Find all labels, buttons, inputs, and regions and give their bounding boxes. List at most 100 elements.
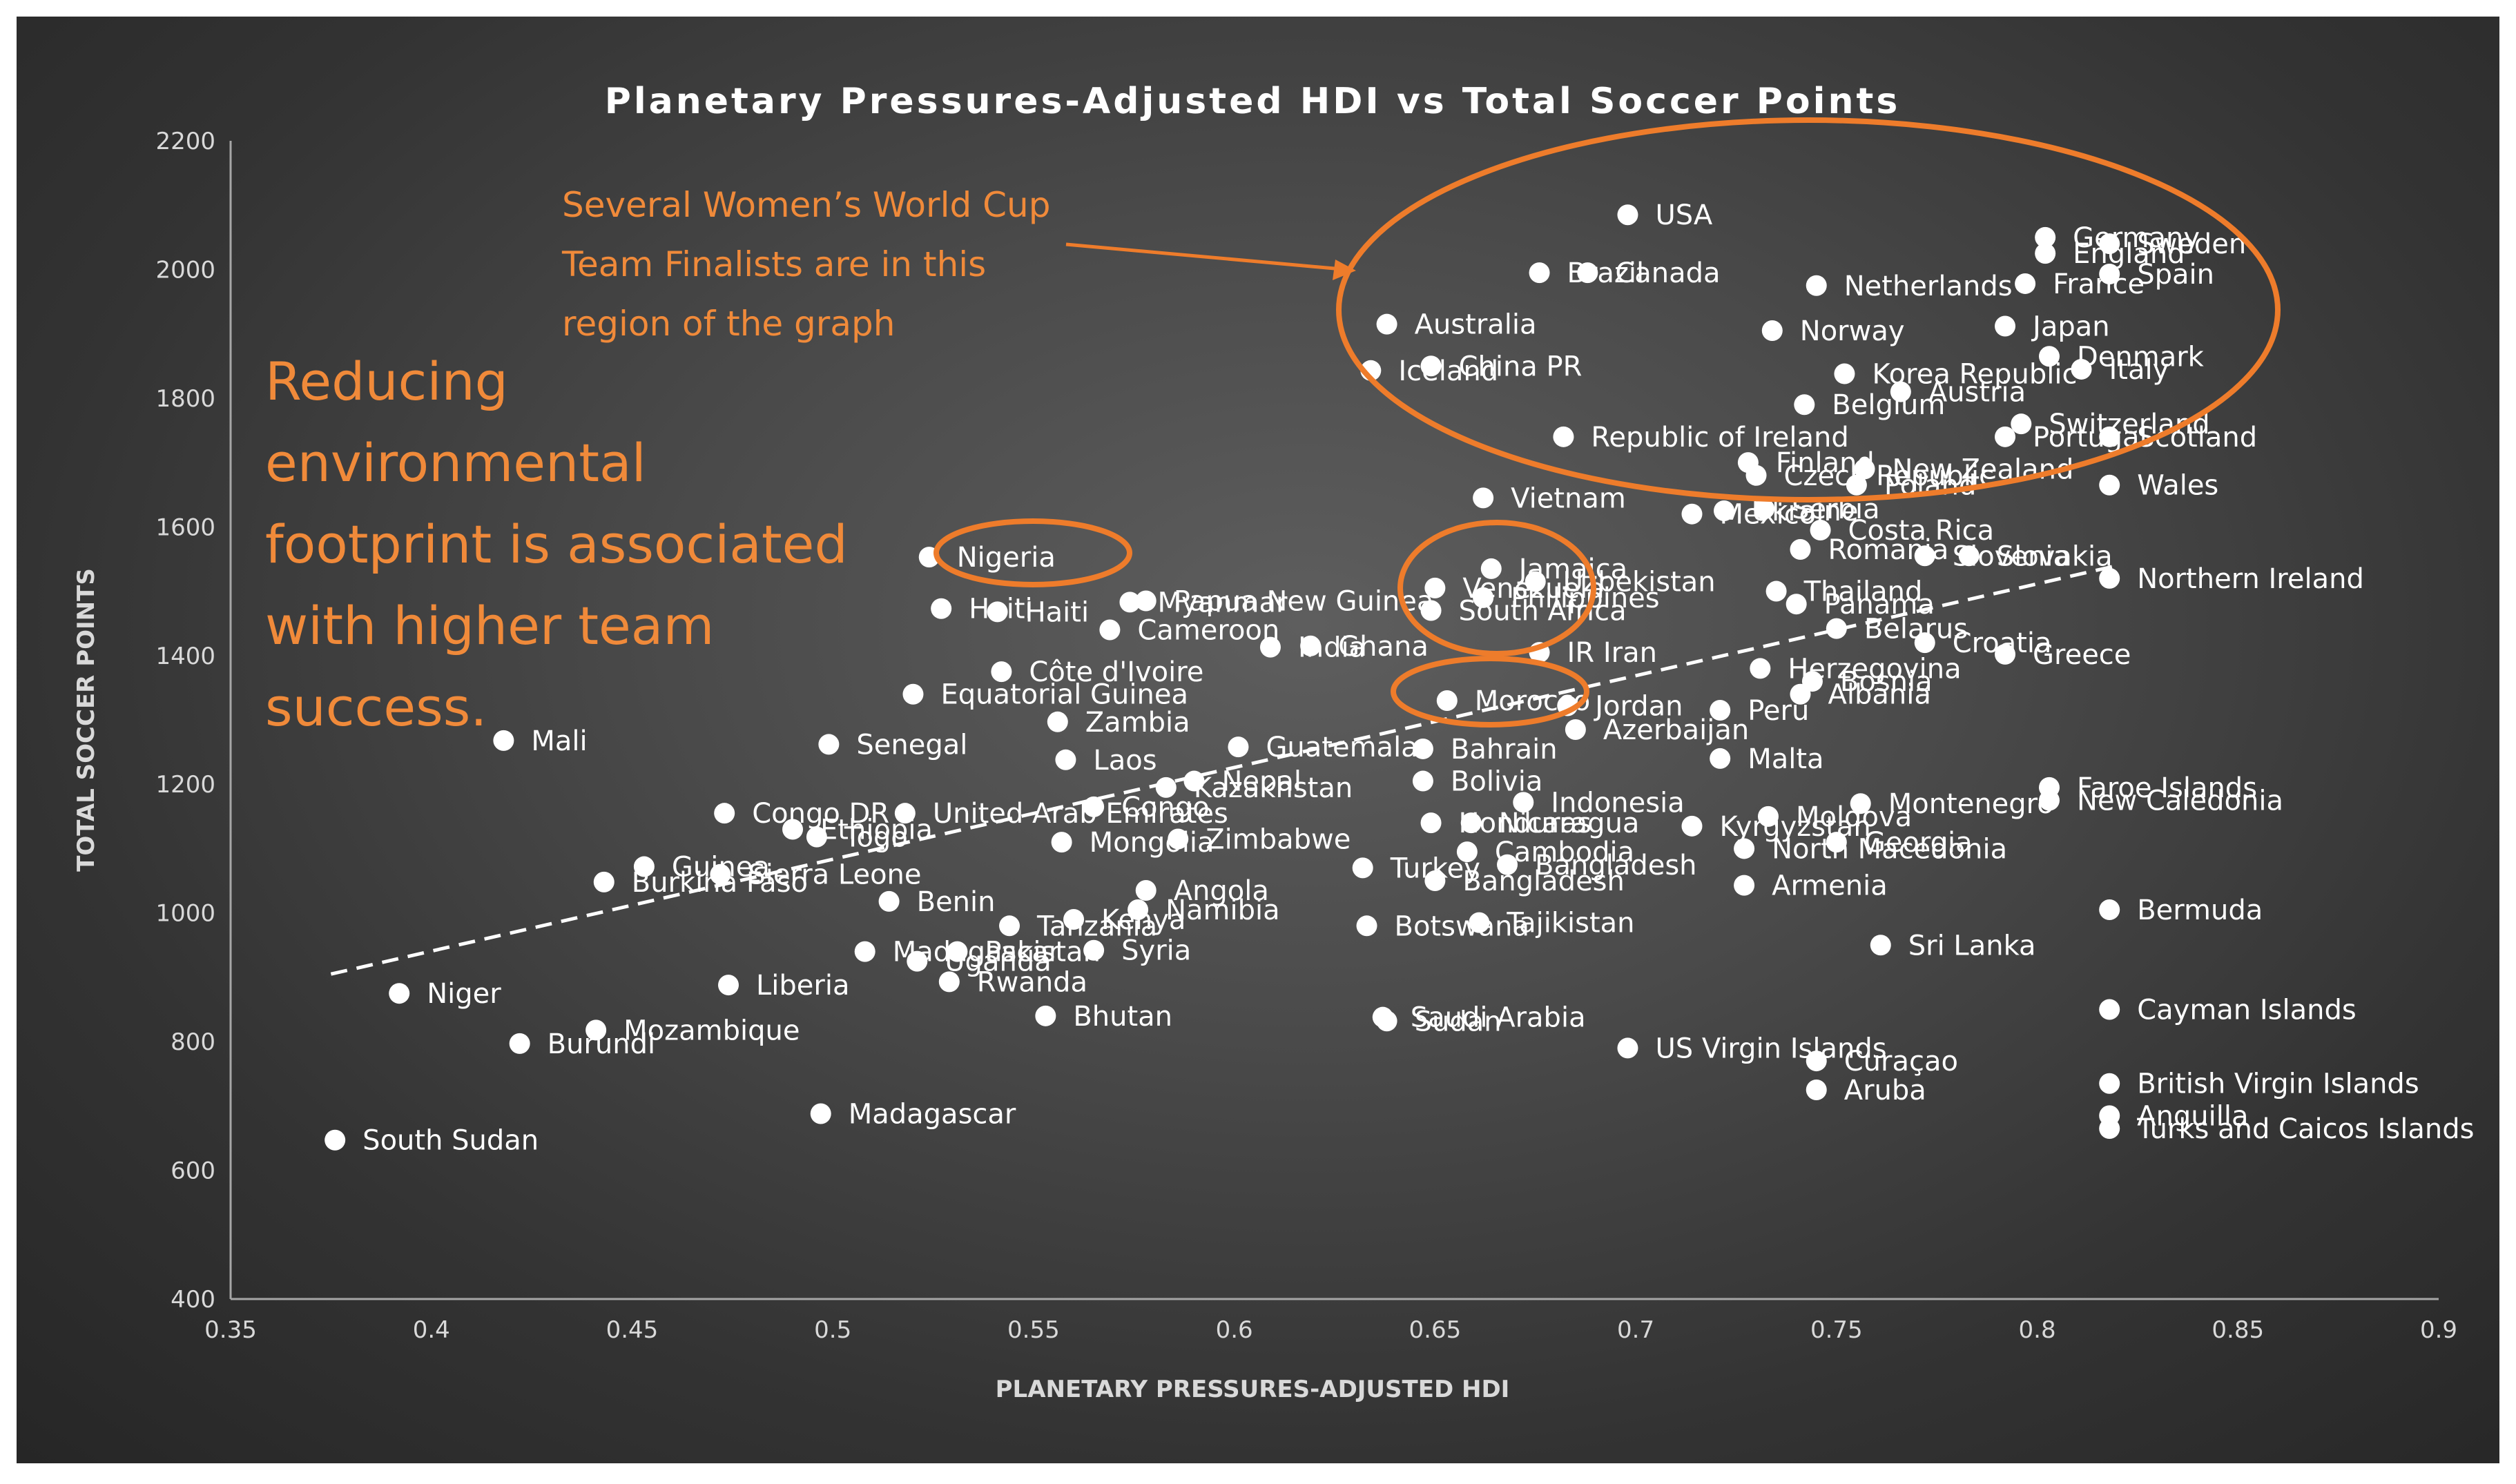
data-point-label: IR Iran [1567, 637, 1657, 669]
data-point-label: Mongolia [1090, 827, 1215, 859]
data-point-label: Papua New Guinea [1174, 586, 1434, 618]
data-point [1529, 262, 1550, 284]
data-point-label: Belgium [1832, 389, 1945, 421]
data-point [1806, 275, 1827, 296]
data-point [1047, 711, 1068, 732]
x-tick-label: 0.9 [2420, 1316, 2457, 1344]
data-point [1412, 770, 1433, 792]
data-point [1420, 812, 1442, 834]
data-point [1757, 806, 1779, 827]
data-point-label: Malta [1748, 743, 1823, 775]
data-point [1259, 636, 1281, 658]
data-point-label: Czech Republic [1784, 460, 1995, 492]
data-point-label: Mozambique [623, 1015, 800, 1046]
data-point [999, 915, 1020, 937]
data-point-label: Bahrain [1451, 734, 1558, 765]
data-point [1424, 577, 1446, 598]
data-point-label: Canada [1615, 257, 1720, 289]
data-point [902, 683, 924, 705]
data-point [1128, 899, 1149, 921]
data-point-label: Sudan [1415, 1006, 1502, 1037]
finalists-annotation-line: region of the graph [562, 304, 895, 344]
data-point-label: North Macedonia [1772, 833, 2007, 865]
data-point [1436, 690, 1458, 712]
y-tick-label: 800 [171, 1028, 215, 1056]
data-point [1183, 770, 1205, 792]
data-point [1710, 700, 1731, 721]
finalists-annotation-line: Team Finalists are in this [561, 244, 986, 284]
data-point-label: South Africa [1459, 596, 1627, 627]
data-point [1577, 262, 1598, 284]
data-point-label: Congo [1121, 792, 1210, 823]
data-point-label: Japan [2031, 311, 2110, 342]
data-point [493, 730, 514, 751]
x-tick-label: 0.35 [204, 1316, 257, 1344]
data-point [1035, 1005, 1056, 1026]
data-point [854, 941, 875, 962]
morocco-ellipse [1391, 656, 1589, 728]
data-point-label: USA [1655, 199, 1712, 231]
data-point-label: Haiti [1025, 596, 1090, 628]
data-point-label: Mali [531, 725, 587, 757]
y-axis-title: TOTAL SOCCER POINTS [72, 568, 100, 872]
data-point [2099, 999, 2120, 1020]
data-point-label: Bangladesh [1535, 850, 1697, 881]
finalists-ellipse [1336, 117, 2281, 502]
data-point-label: Laos [1093, 745, 1157, 777]
data-point-label: Georgia [1864, 827, 1973, 859]
data-point [1958, 545, 1980, 567]
data-point [2099, 426, 2120, 447]
data-point [1714, 500, 1735, 522]
data-point-label: Ghana [1338, 631, 1429, 663]
data-point-label: Liberia [756, 970, 849, 1002]
data-point [1745, 465, 1767, 486]
data-point [938, 971, 960, 993]
data-point-label: Northern Ireland [2137, 563, 2364, 595]
data-point [2038, 790, 2060, 811]
data-point [389, 983, 410, 1004]
data-point [987, 601, 1008, 623]
data-point [325, 1129, 346, 1151]
data-point [1352, 857, 1373, 879]
data-point-label: Nepal [1221, 766, 1301, 798]
data-point [1099, 619, 1121, 641]
y-tick-label: 1800 [155, 385, 215, 413]
data-point [2038, 346, 2060, 367]
data-point [1083, 939, 1105, 961]
data-point-label: Myanmar [1157, 587, 1288, 618]
data-point [894, 803, 916, 824]
data-point [1473, 487, 1494, 509]
data-point-label: England [2073, 238, 2185, 270]
x-tick-label: 0.85 [2212, 1316, 2264, 1344]
data-point [1681, 815, 1703, 837]
data-point-label: Australia [1415, 309, 1537, 341]
data-point-label: Slovakia [1997, 540, 2113, 572]
data-point-label: Congo DR [752, 798, 889, 830]
data-point [1765, 580, 1787, 602]
data-point [2071, 358, 2092, 380]
data-point [1850, 793, 1871, 814]
data-point-label: Spain [2137, 259, 2214, 291]
data-point [1420, 600, 1442, 621]
data-point-label: Wales [2137, 470, 2218, 502]
data-point-label: Azerbaijan [1603, 714, 1749, 746]
footprint-annotation-line: environmental [265, 432, 646, 494]
data-point-label: Zimbabwe [1206, 823, 1351, 855]
data-point-label: Montenegro [1888, 788, 2054, 820]
data-point [1826, 618, 1847, 639]
x-tick-label: 0.75 [1810, 1316, 1863, 1344]
data-point-label: Madagascar [849, 1099, 1016, 1131]
data-point [818, 734, 840, 755]
data-point [1734, 838, 1755, 859]
data-point-label: Bosnia [1840, 666, 1933, 698]
data-point-label: Côte d'Ivoire [1029, 656, 1203, 688]
data-point [1513, 792, 1534, 813]
data-point [586, 1019, 607, 1041]
data-point-label: Uganda [945, 946, 1051, 978]
data-point [1834, 363, 1855, 384]
data-point-label: Denmark [2077, 341, 2205, 373]
data-point [718, 975, 739, 996]
data-point-label: Equatorial Guinea [940, 679, 1188, 711]
data-point-label: Curaçao [1844, 1046, 1958, 1077]
